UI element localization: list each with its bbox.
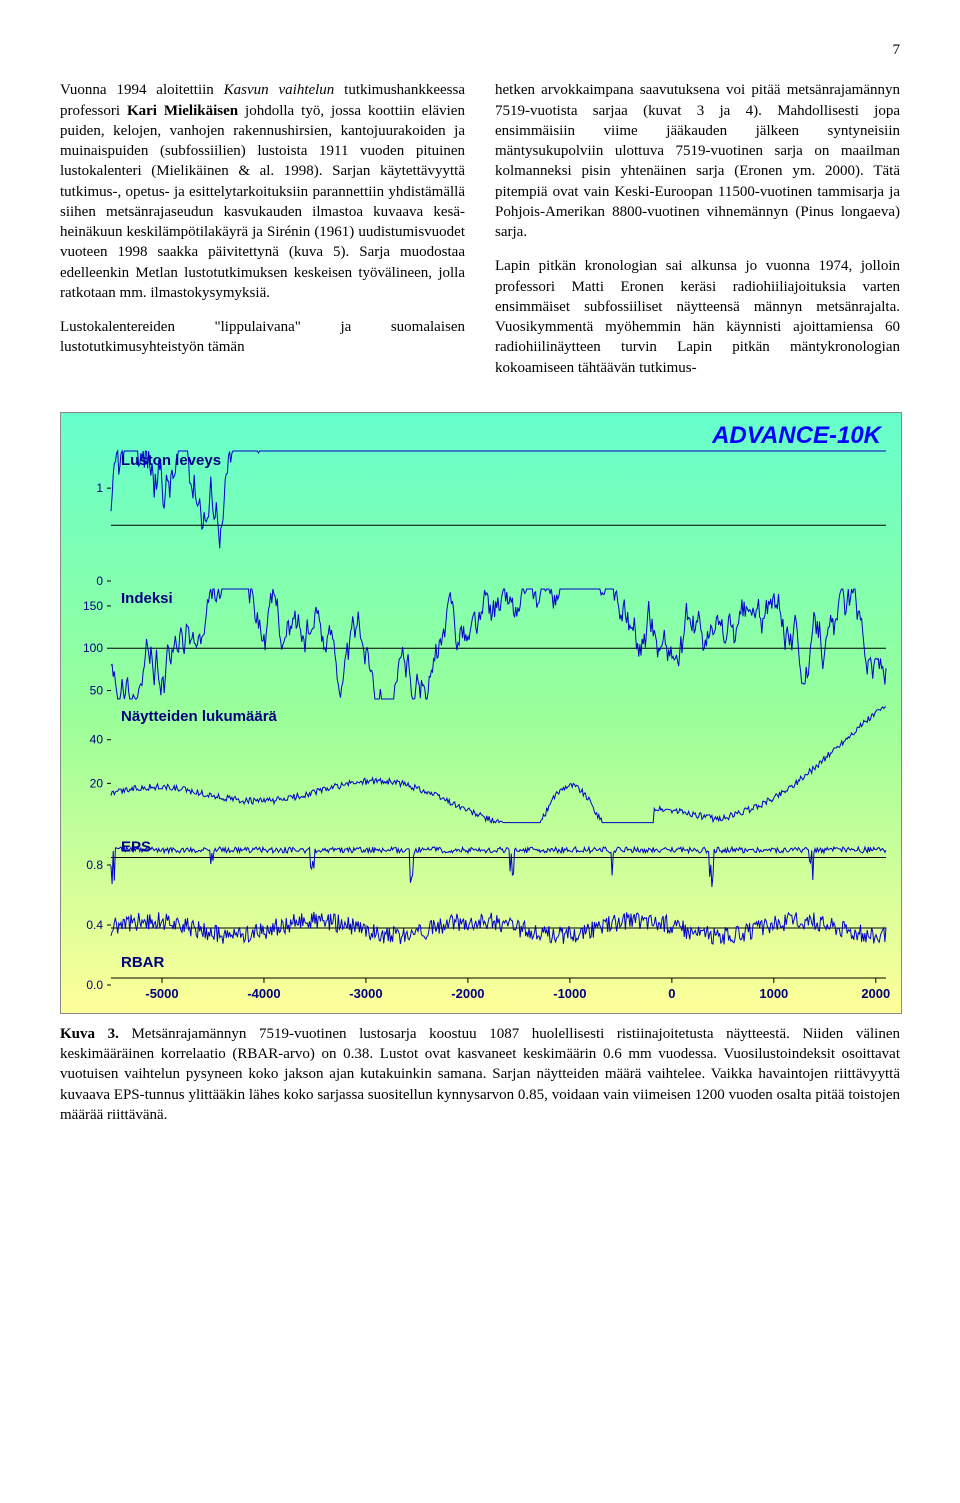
svg-text:ADVANCE-10K: ADVANCE-10K bbox=[711, 422, 883, 449]
svg-text:0.8: 0.8 bbox=[86, 858, 103, 872]
svg-text:1000: 1000 bbox=[759, 986, 788, 1001]
svg-text:0.4: 0.4 bbox=[86, 918, 103, 932]
svg-text:150: 150 bbox=[83, 599, 103, 613]
right-column: hetken arvokkaimpana saavutuksena voi pi… bbox=[495, 80, 900, 392]
svg-text:-3000: -3000 bbox=[349, 986, 382, 1001]
t: johdolla työ, jossa koottiin elävien pui… bbox=[60, 103, 465, 301]
svg-text:Luston leveys: Luston leveys bbox=[121, 452, 221, 469]
t: Vuonna 1994 aloitettiin bbox=[60, 82, 224, 98]
svg-text:50: 50 bbox=[90, 683, 104, 697]
svg-text:0: 0 bbox=[668, 986, 675, 1001]
svg-text:2000: 2000 bbox=[861, 986, 890, 1001]
t-bold: Kari Mielikäisen bbox=[127, 103, 238, 119]
right-p1: hetken arvokkaimpana saavutuksena voi pi… bbox=[495, 80, 900, 242]
chart-svg: ADVANCE-10K 0 1 Luston leveys 50 100 150 Indeks… bbox=[61, 413, 901, 1013]
svg-text:100: 100 bbox=[83, 641, 103, 655]
svg-text:-5000: -5000 bbox=[145, 986, 178, 1001]
caption-text: Metsänrajamännyn 7519-vuotinen lustosarj… bbox=[60, 1026, 900, 1123]
caption-lead: Kuva 3. bbox=[60, 1026, 119, 1042]
svg-text:-2000: -2000 bbox=[451, 986, 484, 1001]
left-column: Vuonna 1994 aloitettiin Kasvun vaihtelun… bbox=[60, 80, 465, 392]
svg-text:20: 20 bbox=[90, 776, 104, 790]
svg-text:40: 40 bbox=[90, 732, 104, 746]
figure-caption: Kuva 3. Metsänrajamännyn 7519-vuotinen l… bbox=[60, 1024, 900, 1125]
left-p2: Lustokalentereiden "lippulaivana" ja suo… bbox=[60, 317, 465, 358]
svg-text:1: 1 bbox=[96, 481, 103, 495]
svg-text:0.0: 0.0 bbox=[86, 978, 103, 992]
left-p1: Vuonna 1994 aloitettiin Kasvun vaihtelun… bbox=[60, 80, 465, 303]
svg-text:Näytteiden lukumäärä: Näytteiden lukumäärä bbox=[121, 708, 278, 725]
svg-text:-1000: -1000 bbox=[553, 986, 586, 1001]
right-p2: Lapin pitkän kronologian sai alkunsa jo … bbox=[495, 256, 900, 378]
svg-text:0: 0 bbox=[96, 574, 103, 588]
figure-3: ADVANCE-10K 0 1 Luston leveys 50 100 150 Indeks… bbox=[60, 412, 900, 1125]
chart-container: ADVANCE-10K 0 1 Luston leveys 50 100 150 Indeks… bbox=[60, 412, 902, 1014]
page-number: 7 bbox=[60, 40, 900, 60]
svg-text:RBAR: RBAR bbox=[121, 954, 164, 971]
svg-text:-4000: -4000 bbox=[247, 986, 280, 1001]
text-columns: Vuonna 1994 aloitettiin Kasvun vaihtelun… bbox=[60, 80, 900, 392]
svg-text:Indeksi: Indeksi bbox=[121, 590, 173, 607]
t-italic: Kasvun vaihtelun bbox=[224, 82, 335, 98]
